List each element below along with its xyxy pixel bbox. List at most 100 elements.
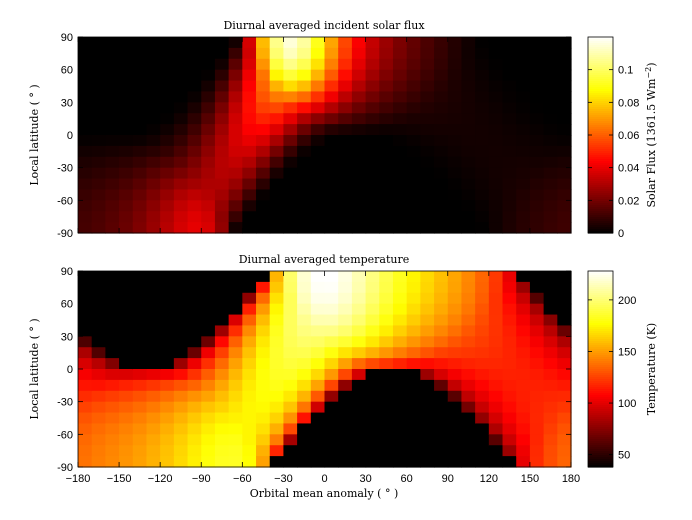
temperature-cell (543, 390, 558, 403)
flux-cell (214, 167, 230, 180)
temperature-cell (543, 358, 558, 370)
flux-cell (557, 69, 572, 82)
colorbar-swatch (588, 459, 613, 462)
temperature-cell (269, 271, 285, 283)
flux-cell (160, 69, 175, 82)
temperature-cell (379, 314, 394, 327)
temperature-cell (242, 358, 257, 370)
flux-cell (516, 113, 531, 125)
flux-cell (475, 200, 490, 212)
temperature-cell (201, 281, 216, 294)
flux-cell (297, 80, 312, 93)
temperature-cell (187, 292, 202, 305)
temperature-cell (475, 271, 490, 283)
temperature-cell (365, 401, 380, 414)
temperature-cell (119, 336, 134, 348)
flux-cell (119, 58, 134, 71)
flux-cell (132, 135, 148, 147)
flux-cell (461, 113, 476, 125)
temperature-cell (146, 369, 161, 381)
flux-cell (475, 189, 490, 201)
flux-cell (283, 58, 298, 71)
temperature-cell (310, 401, 326, 414)
colorbar-swatch (588, 371, 613, 374)
temperature-cell (160, 434, 175, 446)
x-tick-label: 150 (521, 473, 539, 485)
temperature-cell (557, 281, 572, 294)
flux-cell (132, 69, 148, 82)
colorbar-swatch (588, 119, 613, 122)
colorbar-tick-label: 0.04 (618, 163, 639, 175)
colorbar-swatch (588, 177, 613, 180)
temperature-cell (78, 456, 93, 468)
flux-cell (502, 80, 517, 93)
flux-cell (434, 135, 449, 147)
flux-cell (78, 200, 93, 212)
flux-cell (516, 80, 531, 93)
flux-cell (392, 178, 408, 191)
flux-cell (297, 102, 312, 114)
temperature-cell (557, 456, 572, 468)
flux-cell (351, 91, 367, 103)
flux-cell (187, 58, 202, 71)
colorbar-swatch (588, 449, 613, 452)
flux-cell (529, 156, 545, 169)
temperature-cell (434, 390, 449, 403)
flux-cell (132, 37, 148, 49)
flux-cell (173, 167, 189, 180)
temperature-cell (516, 314, 531, 327)
temperature-cell (543, 445, 558, 457)
temperature-cell (256, 336, 271, 348)
temperature-cell (392, 401, 408, 414)
temperature-cell (529, 445, 545, 457)
temperature-cell (187, 347, 202, 359)
temperature-cell (557, 412, 572, 425)
flux-cell (91, 47, 106, 60)
colorbar-swatch (588, 225, 613, 228)
flux-cell (488, 167, 504, 180)
temperature-cell (228, 292, 243, 305)
flux-cell (187, 178, 202, 191)
temperature-cell (557, 336, 572, 348)
flux-cell (516, 91, 531, 103)
temperature-cell (502, 390, 517, 403)
colorbar-swatch (588, 385, 613, 388)
colorbar-swatch (588, 339, 613, 342)
flux-cell (173, 58, 189, 71)
flux-cell (214, 47, 230, 60)
colorbar-swatch (588, 137, 613, 140)
flux-cell (173, 113, 189, 125)
flux-cell (447, 211, 463, 223)
temperature-cell (324, 423, 339, 435)
colorbar-swatch (588, 403, 613, 406)
temperature-cell (119, 412, 134, 425)
temperature-cell (201, 369, 216, 381)
flux-cell (91, 58, 106, 71)
temperature-cell (447, 412, 463, 425)
colorbar-swatch (588, 411, 613, 414)
flux-cell (256, 124, 271, 136)
flux-cell (475, 113, 490, 125)
flux-cell (447, 91, 463, 103)
colorbar-swatch (588, 323, 613, 326)
temperature-cell (529, 281, 545, 294)
temperature-panel: Diurnal averaged temperature 9060300-30-… (28, 253, 658, 500)
temperature-cell (324, 347, 339, 359)
flux-cell (392, 189, 408, 201)
flux-cell (228, 189, 243, 201)
temperature-cell (516, 456, 531, 468)
flux-cell (392, 80, 408, 93)
temperature-cell (461, 412, 476, 425)
temperature-cell (310, 456, 326, 468)
flux-cell (228, 91, 243, 103)
temperature-cell (461, 303, 476, 316)
flux-cell (338, 222, 353, 234)
temperature-cell (242, 281, 257, 294)
flux-cell (283, 145, 298, 158)
temperature-cell (269, 325, 285, 337)
flux-cell (406, 200, 421, 212)
temperature-cell (543, 401, 558, 414)
colorbar-swatch (588, 401, 613, 404)
flux-cell (379, 189, 394, 201)
